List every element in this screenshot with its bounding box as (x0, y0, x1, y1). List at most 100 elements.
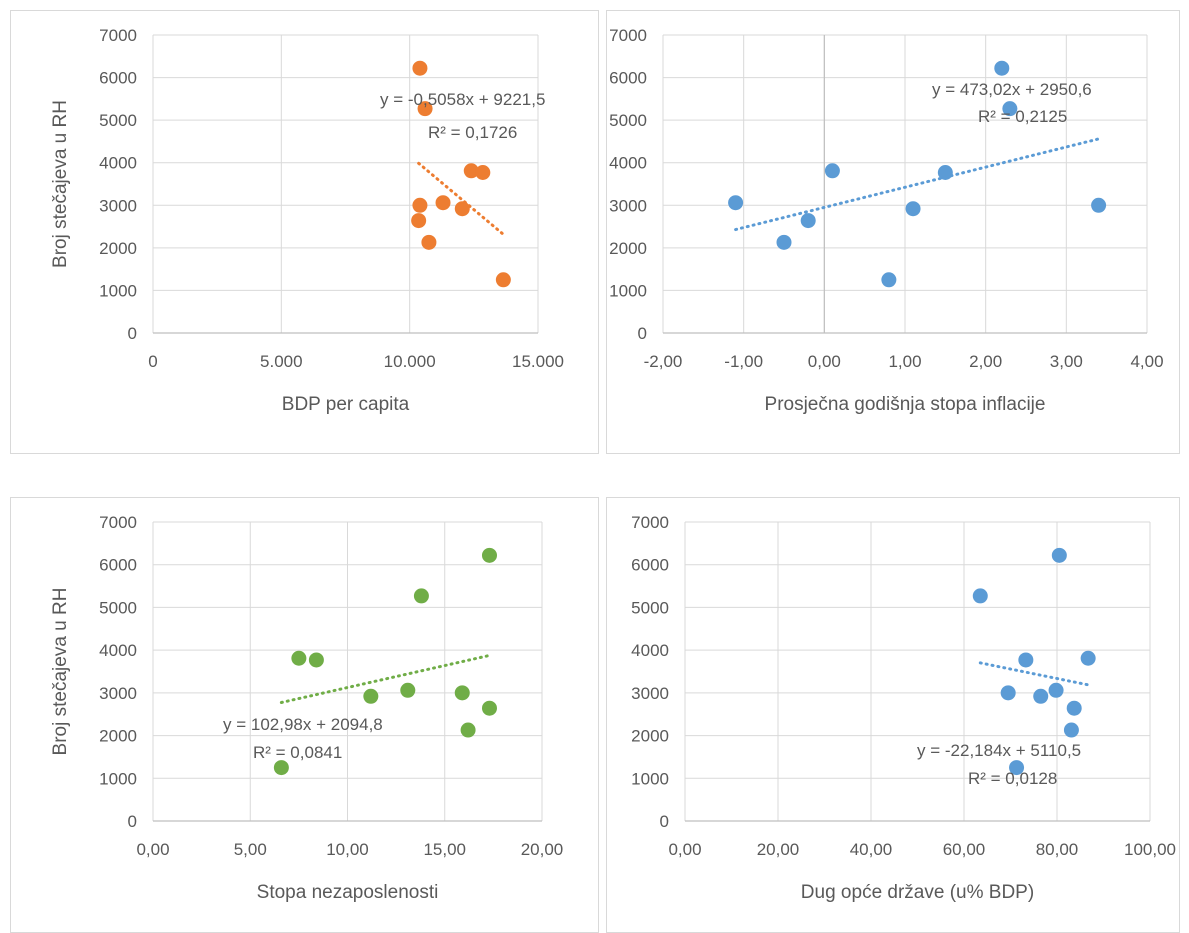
y-tick-label: 5000 (609, 111, 647, 130)
chart-panel-debt (606, 497, 1180, 933)
data-point (1080, 650, 1096, 666)
y-tick-label: 0 (128, 324, 137, 343)
y-tick-label: 2000 (99, 239, 137, 258)
data-point (412, 60, 428, 76)
data-point (800, 213, 816, 229)
data-point (481, 547, 497, 563)
x-tick-label: 10,00 (326, 840, 369, 859)
data-point (728, 195, 744, 211)
y-tick-label: 5000 (99, 111, 137, 130)
data-point (273, 760, 289, 776)
y-tick-label: 3000 (631, 684, 669, 703)
y-tick-label: 1000 (631, 769, 669, 788)
y-tick-label: 0 (660, 812, 669, 831)
x-tick-label: 1,00 (888, 352, 921, 371)
x-axis-title: Dug opće države (u% BDP) (801, 882, 1034, 903)
y-tick-label: 1000 (99, 769, 137, 788)
y-tick-label: 6000 (609, 69, 647, 88)
y-tick-label: 4000 (609, 154, 647, 173)
trendline (734, 137, 1101, 232)
data-point (495, 272, 511, 288)
data-point (454, 201, 470, 217)
x-tick-label: 5,00 (234, 840, 267, 859)
chart-panel-inflation (606, 10, 1180, 454)
data-point (421, 234, 437, 250)
x-tick-label: 0 (148, 352, 157, 371)
x-tick-label: 20,00 (521, 840, 564, 859)
y-tick-label: 3000 (99, 196, 137, 215)
x-tick-label: 20,00 (757, 840, 800, 859)
data-point (937, 165, 953, 181)
y-tick-label: 7000 (609, 26, 647, 45)
data-point (460, 722, 476, 738)
data-point (363, 688, 379, 704)
r-squared-label: R² = 0,0128 (968, 769, 1057, 788)
y-tick-label: 5000 (99, 598, 137, 617)
x-tick-label: 40,00 (850, 840, 893, 859)
x-tick-label: -2,00 (644, 352, 683, 371)
x-tick-label: 0,00 (808, 352, 841, 371)
y-tick-label: 6000 (99, 69, 137, 88)
data-point (1066, 700, 1082, 716)
y-tick-label: 0 (638, 324, 647, 343)
data-point (1051, 547, 1067, 563)
x-tick-label: 0,00 (668, 840, 701, 859)
data-point (1091, 197, 1107, 213)
r-squared-label: R² = 0,1726 (428, 123, 517, 142)
data-point (1018, 652, 1034, 668)
y-tick-label: 1000 (99, 281, 137, 300)
x-tick-label: 3,00 (1050, 352, 1083, 371)
data-point (308, 652, 324, 668)
data-point (1009, 760, 1025, 776)
data-point (475, 165, 491, 181)
y-tick-label: 7000 (631, 513, 669, 532)
y-tick-label: 4000 (99, 641, 137, 660)
data-point (463, 163, 479, 179)
y-tick-label: 7000 (99, 26, 137, 45)
data-point (994, 60, 1010, 76)
x-tick-label: 100,00 (1124, 840, 1176, 859)
y-tick-label: 2000 (609, 239, 647, 258)
data-point (412, 197, 428, 213)
x-tick-label: 10.000 (384, 352, 436, 371)
y-axis-title: Broj stečajeva u RH (50, 588, 71, 756)
x-tick-label: 15,00 (423, 840, 466, 859)
r-squared-label: R² = 0,2125 (978, 107, 1067, 126)
trendline (279, 653, 491, 704)
data-point (411, 213, 427, 229)
data-point (1063, 722, 1079, 738)
x-tick-label: 15.000 (512, 352, 564, 371)
trendline-equation: y = -0,5058x + 9221,5 (380, 90, 545, 109)
y-tick-label: 2000 (99, 727, 137, 746)
y-tick-label: 4000 (631, 641, 669, 660)
y-tick-label: 7000 (99, 513, 137, 532)
y-tick-label: 6000 (99, 556, 137, 575)
data-point (1000, 685, 1016, 701)
data-point (905, 201, 921, 217)
data-point (435, 195, 451, 211)
data-point (417, 101, 433, 117)
data-point (776, 234, 792, 250)
trendline (417, 161, 505, 236)
y-axis-title: Broj stečajeva u RH (50, 100, 71, 268)
y-tick-label: 5000 (631, 598, 669, 617)
x-axis-title: BDP per capita (282, 394, 410, 415)
trendline-equation: y = 473,02x + 2950,6 (932, 80, 1092, 99)
data-point (1002, 101, 1018, 117)
x-tick-label: 2,00 (969, 352, 1002, 371)
y-tick-label: 1000 (609, 281, 647, 300)
trendline-equation: y = -22,184x + 5110,5 (917, 741, 1081, 760)
data-point (291, 650, 307, 666)
data-point (1033, 688, 1049, 704)
trendline-equation: y = 102,98x + 2094,8 (223, 715, 383, 734)
x-tick-label: 5.000 (260, 352, 303, 371)
y-tick-label: 4000 (99, 154, 137, 173)
data-point (972, 588, 988, 604)
r-squared-label: R² = 0,0841 (253, 743, 342, 762)
data-point (413, 588, 429, 604)
x-tick-label: 60,00 (943, 840, 986, 859)
data-point (481, 700, 497, 716)
y-tick-label: 3000 (609, 196, 647, 215)
data-point (881, 272, 897, 288)
